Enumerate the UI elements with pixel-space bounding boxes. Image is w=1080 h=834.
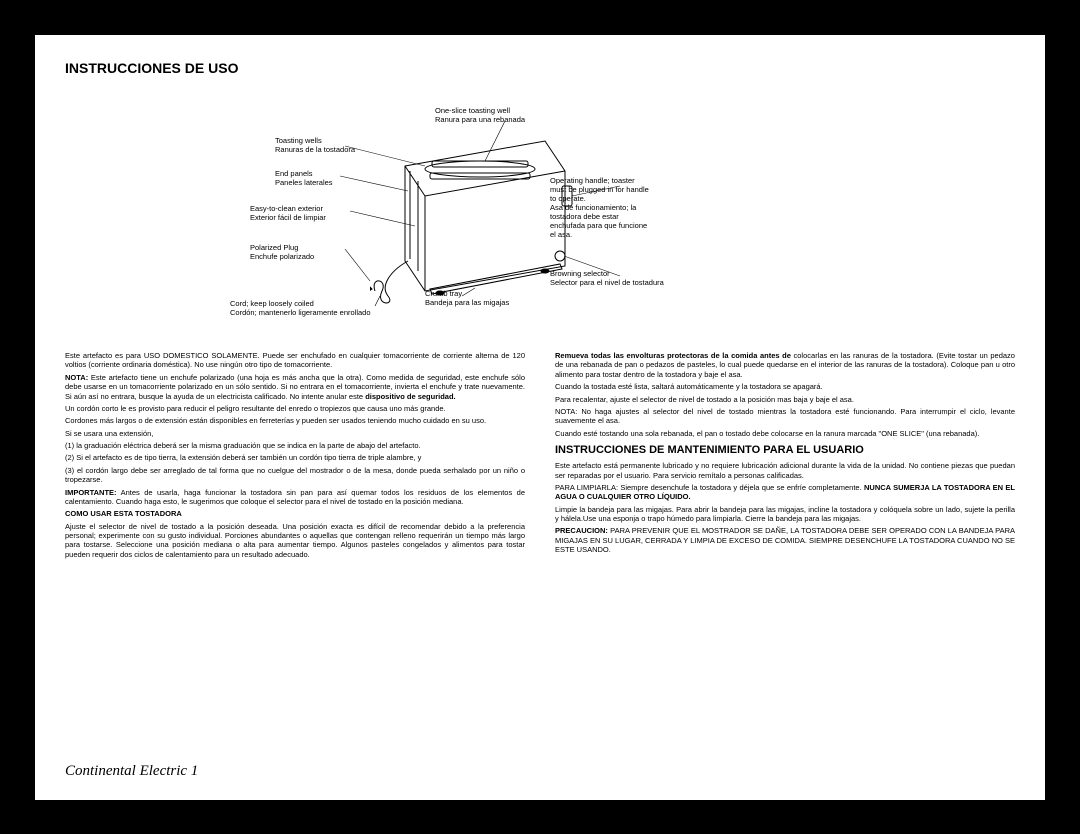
col1-p11: Ajuste el selector de nivel de tostado a…	[65, 522, 525, 560]
col2-p8: Limpie la bandeja para las migajas. Para…	[555, 505, 1015, 524]
toaster-diagram: Toasting wells Ranuras de la tostadora O…	[240, 91, 840, 331]
col2-p3: Para recalentar, ajuste el selector de n…	[555, 395, 1015, 404]
label-operating-handle: Operating handle; toaster must be plugge…	[550, 176, 670, 239]
col2-p5: Cuando esté tostando una sola rebanada, …	[555, 429, 1015, 438]
col2-p4: NOTA: No haga ajustes al selector del ni…	[555, 407, 1015, 426]
col1-p3: Un cordón corto le es provisto para redu…	[65, 404, 525, 413]
main-title: INSTRUCCIONES DE USO	[65, 60, 1015, 76]
label-crumb-tray: Crumb tray Bandeja para las migajas	[425, 289, 509, 307]
col2-p6: Este artefacto está permanente lubricado…	[555, 461, 1015, 480]
col1-p10: COMO USAR ESTA TOSTADORA	[65, 509, 525, 518]
label-one-slice: One-slice toasting well Ranura para una …	[435, 106, 525, 124]
col2-p7: PARA LIMPIARLA: Siempre desenchufe la to…	[555, 483, 1015, 502]
maintenance-heading: INSTRUCCIONES DE MANTENIMIENTO PARA EL U…	[555, 444, 1015, 457]
column-right: Remueva todas las envolturas protectoras…	[555, 351, 1015, 562]
label-polarized-plug: Polarized Plug Enchufe polarizado	[250, 243, 314, 261]
col1-p7: (2) Si el artefacto es de tipo tierra, l…	[65, 453, 525, 462]
col1-p2: NOTA: Este artefacto tiene un enchufe po…	[65, 373, 525, 401]
column-left: Este artefacto es para USO DOMESTICO SOL…	[65, 351, 525, 562]
text-columns: Este artefacto es para USO DOMESTICO SOL…	[65, 351, 1015, 562]
label-browning-selector: Browning selector Selector para el nivel…	[550, 269, 664, 287]
col1-p4: Cordones más largos o de extensión están…	[65, 416, 525, 425]
col1-p8: (3) el cordón largo debe ser arreglado d…	[65, 466, 525, 485]
col2-p9: PRECAUCION: PARA PREVENIR QUE EL MOSTRAD…	[555, 526, 1015, 554]
label-end-panels: End panels Paneles laterales	[275, 169, 333, 187]
col1-p9: IMPORTANTE: Antes de usarla, haga funcio…	[65, 488, 525, 507]
col1-p5: Si se usara una extensión,	[65, 429, 525, 438]
document-page: INSTRUCCIONES DE USO	[35, 35, 1045, 800]
col2-p2: Cuando la tostada esté lista, saltará au…	[555, 382, 1015, 391]
col1-p1: Este artefacto es para USO DOMESTICO SOL…	[65, 351, 525, 370]
label-toasting-wells: Toasting wells Ranuras de la tostadora	[275, 136, 355, 154]
label-cord: Cord; keep loosely coiled Cordón; manten…	[230, 299, 371, 317]
col2-p1: Remueva todas las envolturas protectoras…	[555, 351, 1015, 379]
label-easy-clean: Easy-to-clean exterior Exterior fácil de…	[250, 204, 326, 222]
page-footer: Continental Electric 1	[65, 763, 198, 780]
col1-p6: (1) la graduación eléctrica deberá ser l…	[65, 441, 525, 450]
